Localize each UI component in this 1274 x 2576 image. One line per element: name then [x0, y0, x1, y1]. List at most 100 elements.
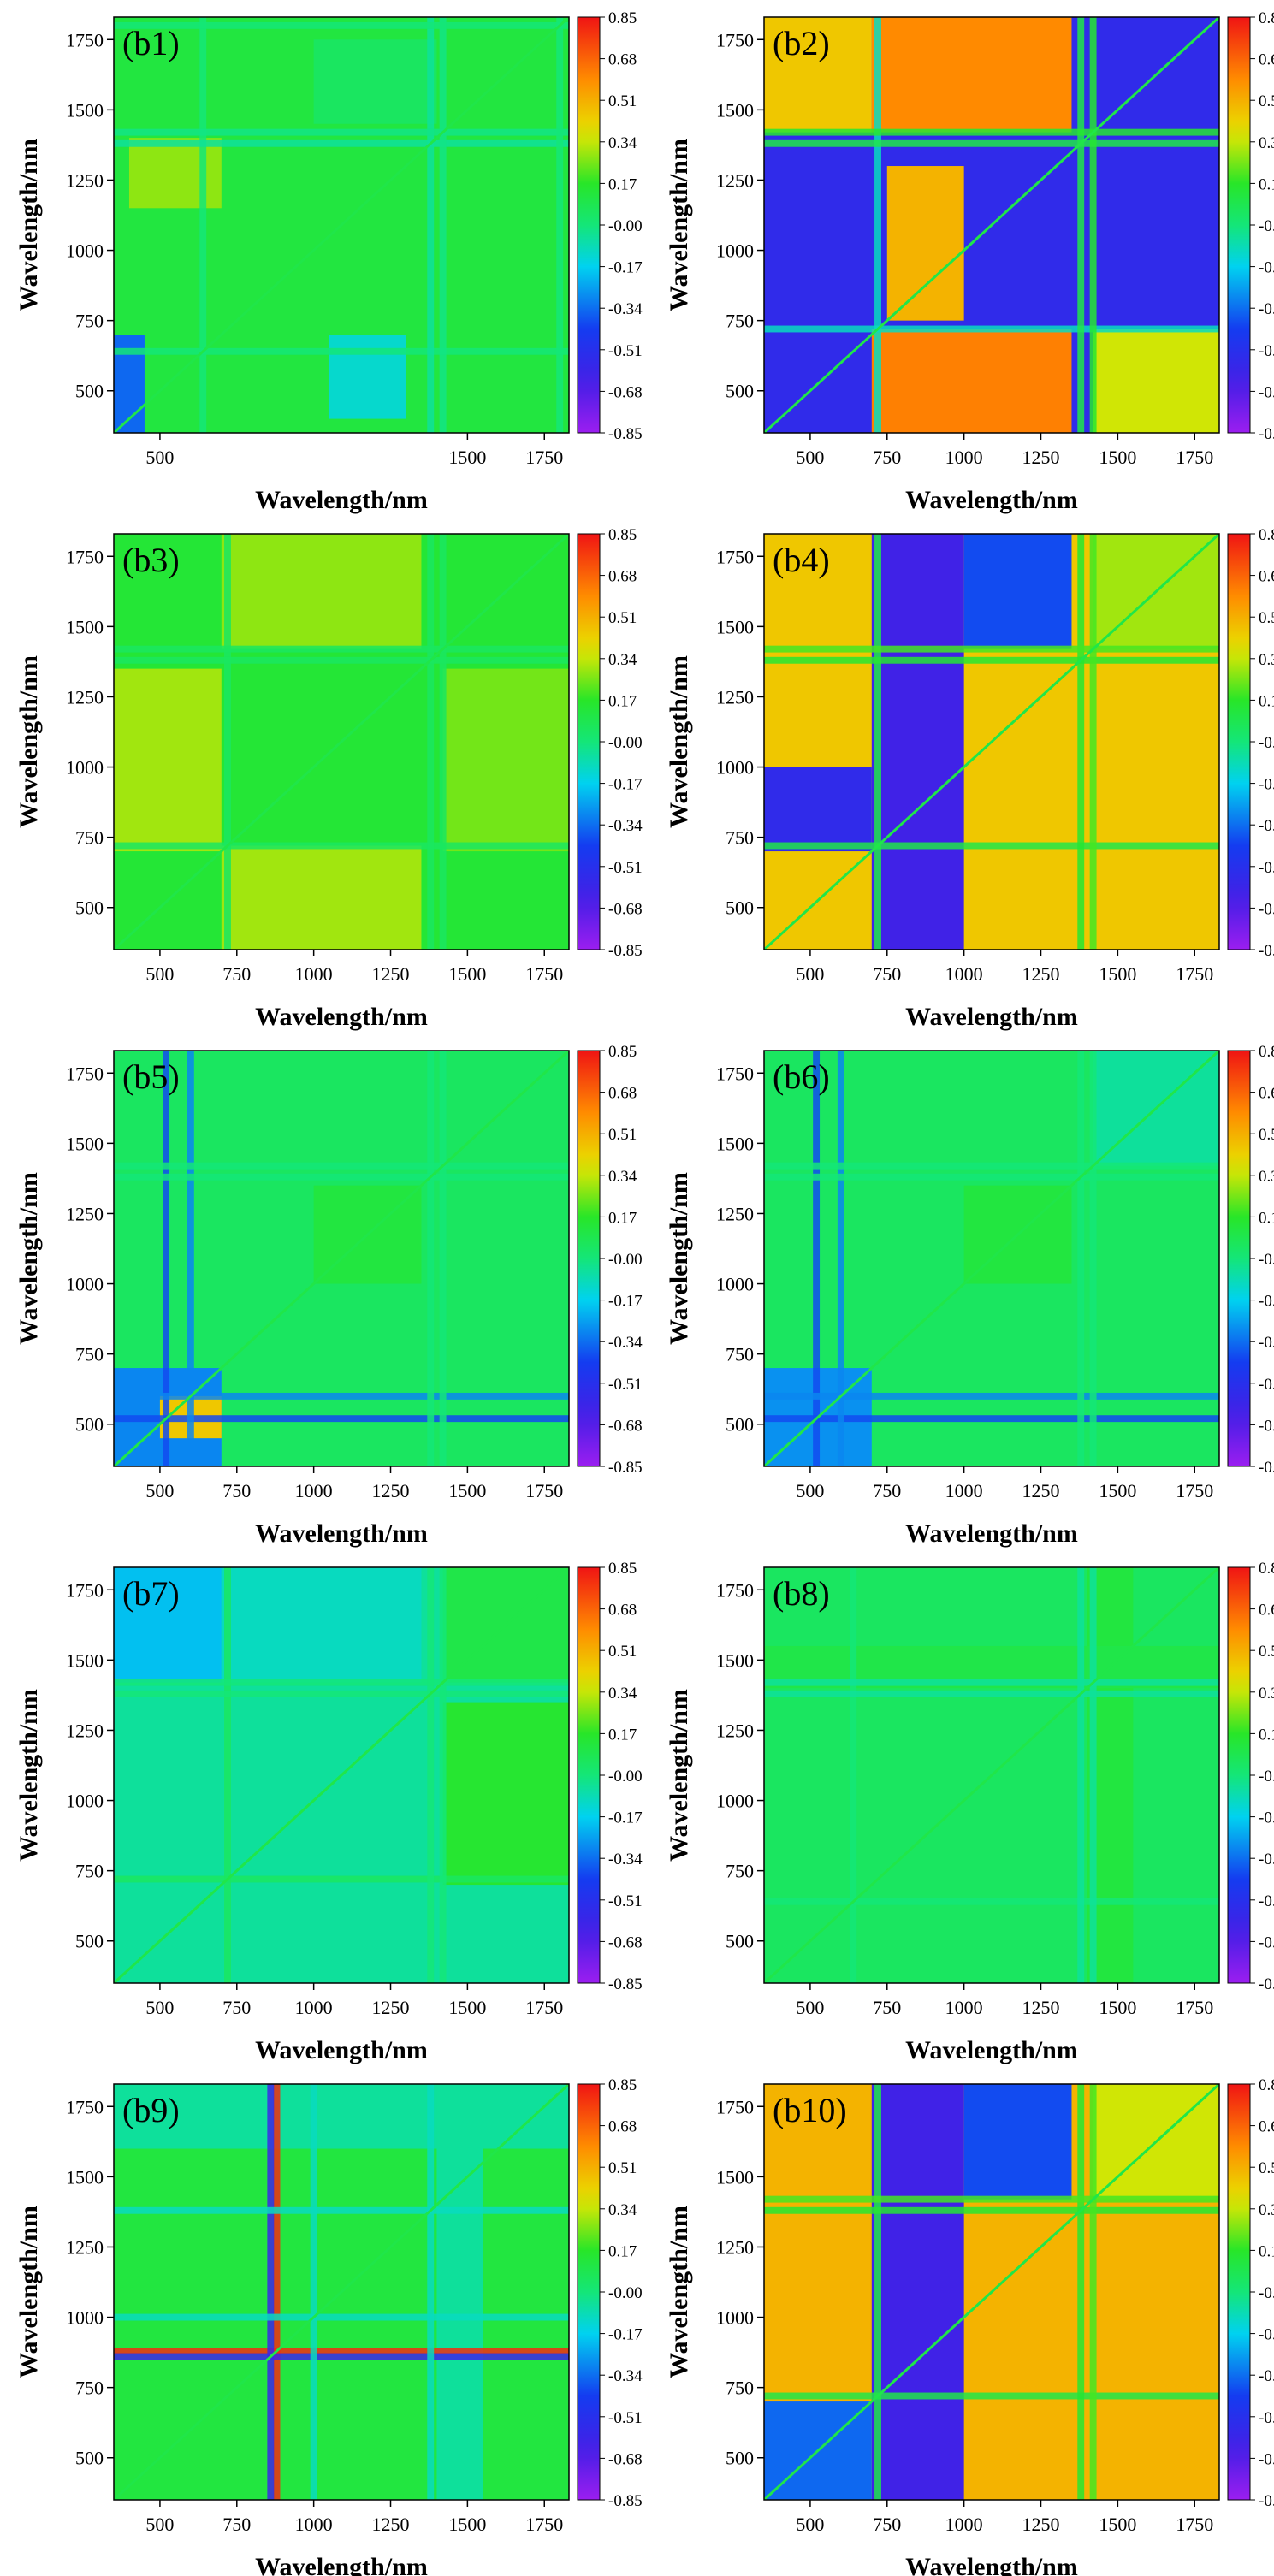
colorbar-tick-label: -0.51 — [1259, 1892, 1274, 1910]
x-axis-label: Wavelength/nm — [905, 1003, 1078, 1031]
colorbar-tick-label: 0.34 — [1259, 2201, 1274, 2219]
panel-label: (b10) — [773, 2091, 847, 2129]
y-tick-label: 1750 — [716, 2096, 754, 2117]
heatmap-plot-area — [114, 2084, 569, 2500]
x-tick-label: 750 — [222, 2514, 251, 2535]
heatmap-region — [871, 329, 1072, 433]
panel-label: (b3) — [122, 541, 180, 579]
colorbar-tick-label: -0.85 — [1259, 425, 1274, 443]
colorbar-tick-label: 0.85 — [1259, 2076, 1274, 2094]
y-tick-label: 1000 — [66, 1274, 104, 1295]
colorbar-tick-label: -0.85 — [1259, 1975, 1274, 1993]
y-tick-label: 500 — [726, 2448, 754, 2469]
colorbar-tick-label: -0.17 — [1259, 1293, 1274, 1311]
y-tick-label: 1000 — [66, 1791, 104, 1812]
y-tick-label: 750 — [726, 311, 754, 332]
colorbar-tick-label: 0.68 — [1259, 568, 1274, 586]
colorbar-tick-label: 0.85 — [608, 1560, 637, 1578]
colorbar-tick-label: -0.51 — [608, 342, 643, 360]
y-axis-label: Wavelength/nm — [665, 1689, 693, 1862]
colorbar-tick-label: 0.51 — [1259, 1126, 1274, 1144]
heatmap-region — [221, 534, 422, 649]
colorbar-tick-label: -0.68 — [1259, 1417, 1274, 1435]
heatmap-band — [874, 534, 881, 950]
diagonal-line — [114, 1567, 569, 1983]
heatmap-band — [874, 17, 881, 433]
colorbar-tick-label: 0.85 — [608, 526, 637, 544]
heatmap-panel-3: (b3) 500 750 1000 1250 1500 1750 500 750 1000 1250… — [15, 526, 643, 1031]
colorbar-tick-label: 0.85 — [1259, 526, 1274, 544]
diagonal-line — [764, 17, 1219, 433]
colorbar-tick-label: -0.68 — [608, 2450, 643, 2468]
diagonal-line — [764, 2084, 1219, 2500]
heatmap-band — [199, 17, 207, 433]
colorbar-tick-label: -0.00 — [608, 734, 643, 752]
y-tick-label: 1750 — [716, 1579, 754, 1601]
y-tick-label: 1750 — [716, 1063, 754, 1084]
heatmap-band — [556, 17, 564, 433]
colorbar-tick-label: -0.17 — [1259, 776, 1274, 794]
colorbar-tick-label: -0.85 — [608, 942, 643, 960]
colorbar-tick-label: -0.51 — [1259, 1376, 1274, 1394]
panel-label: (b8) — [773, 1574, 830, 1613]
colorbar-tick-label: 0.51 — [608, 1126, 637, 1144]
y-axis-label: Wavelength/nm — [665, 139, 693, 311]
plot-frame — [113, 1050, 570, 1467]
heatmap-band — [427, 2084, 435, 2500]
heatmap-band — [163, 1051, 170, 1466]
x-tick-label: 500 — [145, 1997, 174, 2018]
heatmap-region — [221, 845, 422, 950]
heatmap-region — [963, 534, 1072, 649]
y-tick-label: 1250 — [66, 1203, 104, 1224]
colorbar-tick-label: -0.68 — [1259, 383, 1274, 401]
y-tick-label: 1250 — [716, 686, 754, 708]
x-tick-label: 1250 — [1022, 447, 1060, 468]
x-tick-label: 1000 — [295, 1480, 333, 1501]
colorbar — [577, 1050, 601, 1467]
x-tick-label: 750 — [873, 447, 901, 468]
heatmap-plot-area — [764, 1567, 1219, 1983]
colorbar-tick-label: 0.17 — [608, 175, 637, 193]
heatmap-band — [187, 1051, 194, 1466]
plot-frame — [763, 533, 1220, 950]
x-tick-label: 1750 — [1176, 2514, 1213, 2535]
y-tick-label: 500 — [75, 381, 104, 402]
colorbar-tick-label: 0.51 — [1259, 609, 1274, 627]
heatmap-band — [114, 1679, 569, 1686]
heatmap-region — [114, 1567, 222, 1683]
y-tick-label: 500 — [726, 1931, 754, 1952]
heatmap-band — [1077, 534, 1085, 950]
x-tick-label: 1750 — [1176, 963, 1213, 985]
y-tick-label: 1250 — [66, 1720, 104, 1741]
heatmap-band — [114, 21, 569, 29]
y-axis-label: Wavelength/nm — [15, 1172, 43, 1345]
heatmap-band — [114, 645, 569, 653]
x-tick-label: 1000 — [295, 963, 333, 985]
colorbar-tick-label: 0.17 — [608, 692, 637, 710]
colorbar-tick-label: -0.68 — [608, 1417, 643, 1435]
x-tick-label: 1500 — [448, 963, 486, 985]
colorbar-tick-label: -0.51 — [1259, 2409, 1274, 2427]
y-tick-label: 1500 — [716, 616, 754, 637]
colorbar-tick-label: -0.85 — [608, 1975, 643, 1993]
x-tick-label: 500 — [796, 2514, 824, 2535]
x-tick-label: 1250 — [1022, 963, 1060, 985]
x-tick-label: 1250 — [372, 2514, 410, 2535]
heatmap-band — [114, 128, 569, 136]
colorbar-tick-label: -0.17 — [1259, 259, 1274, 277]
x-tick-label: 1250 — [1022, 1480, 1060, 1501]
panel-label: (b5) — [122, 1057, 180, 1096]
x-axis-label: Wavelength/nm — [905, 2036, 1078, 2064]
colorbar — [577, 533, 601, 950]
heatmap-region — [442, 668, 569, 852]
colorbar — [1227, 2083, 1251, 2501]
heatmap-region — [963, 2084, 1072, 2200]
y-tick-label: 500 — [726, 897, 754, 919]
x-tick-label: 1250 — [372, 1480, 410, 1501]
y-tick-label: 1000 — [716, 240, 754, 262]
y-axis-label: Wavelength/nm — [665, 2206, 693, 2378]
y-tick-label: 1750 — [66, 29, 104, 50]
x-tick-label: 1500 — [1099, 963, 1136, 985]
panel-label: (b6) — [773, 1057, 830, 1096]
heatmap-band — [114, 2348, 569, 2354]
